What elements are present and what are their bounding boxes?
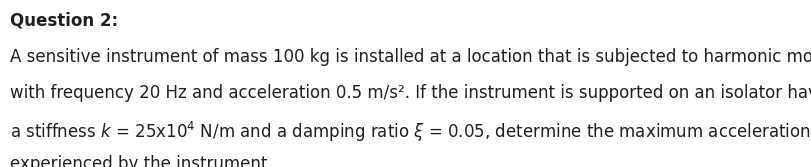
Text: a stiffness $k$ = 25x10$^4$ N/m and a damping ratio $\xi$ = 0.05, determine the : a stiffness $k$ = 25x10$^4$ N/m and a da… <box>10 119 810 143</box>
Text: A sensitive instrument of mass 100 kg is installed at a location that is subject: A sensitive instrument of mass 100 kg is… <box>10 48 811 66</box>
Text: experienced by the instrument.: experienced by the instrument. <box>10 155 272 167</box>
Text: Question 2:: Question 2: <box>10 12 118 30</box>
Text: with frequency 20 Hz and acceleration 0.5 m/s². If the instrument is supported o: with frequency 20 Hz and acceleration 0.… <box>10 84 811 102</box>
